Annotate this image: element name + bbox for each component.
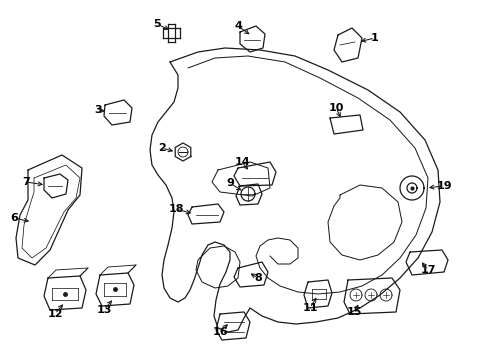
Text: 19: 19 — [435, 181, 451, 191]
Text: 16: 16 — [212, 327, 227, 337]
Text: 7: 7 — [22, 177, 30, 187]
Text: 8: 8 — [254, 273, 262, 283]
Text: 9: 9 — [225, 178, 233, 188]
Text: 2: 2 — [158, 143, 165, 153]
Text: 17: 17 — [419, 265, 435, 275]
Text: 10: 10 — [327, 103, 343, 113]
Text: 13: 13 — [96, 305, 111, 315]
Text: 4: 4 — [234, 21, 242, 31]
Text: 6: 6 — [10, 213, 18, 223]
Text: 15: 15 — [346, 307, 361, 317]
Text: 18: 18 — [168, 204, 183, 214]
Text: 14: 14 — [234, 157, 249, 167]
Text: 11: 11 — [302, 303, 317, 313]
Text: 12: 12 — [47, 309, 62, 319]
Text: 1: 1 — [370, 33, 378, 43]
Text: 5: 5 — [153, 19, 161, 29]
Text: 3: 3 — [94, 105, 102, 115]
